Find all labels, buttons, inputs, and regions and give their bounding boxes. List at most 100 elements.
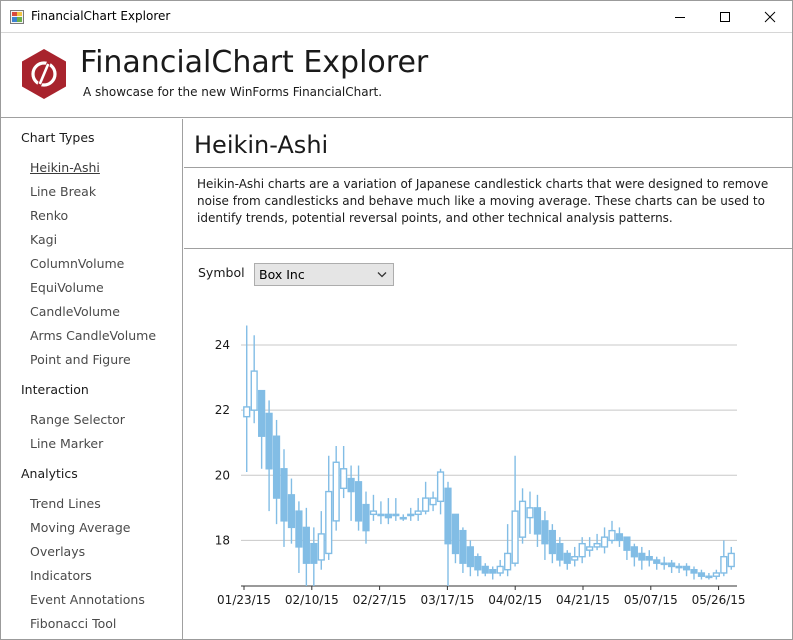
candle-body	[533, 507, 542, 535]
candle	[720, 540, 728, 577]
candle	[481, 563, 489, 577]
candle-body	[526, 507, 534, 519]
candle-body	[429, 497, 437, 506]
candle	[653, 556, 661, 570]
candle	[533, 494, 542, 547]
candle	[600, 527, 609, 554]
candle-body	[474, 555, 482, 571]
candle	[377, 501, 385, 525]
candle-body	[436, 471, 445, 503]
candle-body	[280, 468, 288, 522]
candle-body	[660, 562, 668, 566]
y-tick-label: 18	[215, 533, 230, 547]
candle	[310, 527, 318, 586]
candle	[563, 550, 571, 570]
title-divider	[184, 167, 792, 168]
candle-body	[384, 513, 392, 519]
candle	[496, 559, 504, 577]
candle-body	[556, 542, 564, 561]
candle-body	[496, 565, 504, 574]
nav-item-renko[interactable]: Renko	[30, 208, 69, 223]
candle	[705, 572, 713, 580]
candle	[511, 455, 519, 567]
candle	[675, 563, 683, 573]
nav-item-event-annotations[interactable]: Event Annotations	[30, 592, 145, 607]
nav-item-column-volume[interactable]: ColumnVolume	[30, 256, 125, 271]
candle-body	[399, 516, 407, 520]
candle-body	[369, 510, 378, 516]
candle-body	[720, 555, 728, 574]
nav-item-fibonacci-tool[interactable]: Fibonacci Tool	[30, 616, 117, 631]
nav-item-arms-candle-volume[interactable]: Arms CandleVolume	[30, 328, 157, 343]
candle	[474, 553, 482, 577]
candle	[422, 481, 430, 515]
candle-body	[675, 565, 683, 569]
candle	[630, 543, 638, 567]
title-bar[interactable]: FinancialChart Explorer	[1, 1, 792, 32]
candle-body	[563, 552, 571, 564]
nav-item-range-selector[interactable]: Range Selector	[30, 412, 125, 427]
x-tick-label: 05/26/15	[692, 593, 746, 607]
candle-body	[690, 569, 698, 574]
nav-item-candle-volume[interactable]: CandleVolume	[30, 304, 120, 319]
candle-body	[332, 461, 340, 522]
candle-body	[444, 487, 452, 545]
candle-body	[295, 510, 303, 548]
candle-body	[638, 552, 646, 561]
page-description: Heikin-Ashi charts are a variation of Ja…	[197, 177, 769, 225]
close-button[interactable]	[747, 1, 792, 32]
app-window-icon	[10, 10, 24, 24]
candle-body	[272, 435, 281, 499]
close-icon	[764, 11, 776, 22]
hexagon-logo-icon	[22, 49, 66, 99]
candle	[429, 491, 437, 512]
candle-body	[466, 546, 474, 568]
maximize-button[interactable]	[702, 1, 748, 32]
candle	[287, 478, 296, 544]
window-title: FinancialChart Explorer	[31, 9, 171, 23]
candle-body	[600, 536, 609, 548]
nav-item-heikin-ashi[interactable]: Heikin-Ashi	[30, 160, 100, 175]
nav-item-line-break[interactable]: Line Break	[30, 184, 97, 199]
candle	[414, 498, 422, 521]
symbol-label: Symbol	[198, 265, 245, 280]
x-tick-label: 03/17/15	[420, 593, 474, 607]
candle-body	[310, 542, 318, 564]
nav-item-kagi[interactable]: Kagi	[30, 232, 58, 247]
candle-body	[712, 572, 720, 577]
candle-body	[325, 490, 333, 555]
candle	[518, 488, 527, 544]
candle	[250, 335, 258, 424]
sidebar: Chart Types Heikin-Ashi Line Break Renko…	[1, 119, 183, 639]
candle-body	[347, 477, 355, 493]
y-tick-label: 22	[215, 403, 230, 417]
candle-body	[362, 503, 370, 532]
candle	[243, 325, 251, 473]
chevron-down-icon	[377, 272, 387, 278]
candle	[541, 511, 549, 560]
candle-body	[489, 569, 497, 574]
candle-body	[623, 536, 631, 551]
group-title-chart-types: Chart Types	[21, 130, 95, 145]
candle	[444, 481, 452, 586]
nav-item-point-and-figure[interactable]: Point and Figure	[30, 352, 131, 367]
nav-item-equi-volume[interactable]: EquiVolume	[30, 280, 104, 295]
candle-body	[615, 533, 624, 542]
nav-item-moving-average[interactable]: Moving Average	[30, 520, 131, 535]
nav-item-overlays[interactable]: Overlays	[30, 544, 86, 559]
minimize-button[interactable]	[657, 1, 703, 32]
candle	[302, 507, 310, 586]
candle-body	[697, 572, 706, 577]
candle	[340, 445, 348, 499]
nav-item-indicators[interactable]: Indicators	[30, 568, 92, 583]
financial-chart[interactable]: 18 20 22 24 01/23/15 02/10/15 02/27/15 03/17/15…	[184, 304, 792, 639]
candle-body	[422, 497, 430, 512]
candle	[369, 494, 378, 521]
y-tick-label: 20	[215, 468, 230, 482]
nav-item-trend-lines[interactable]: Trend Lines	[30, 496, 101, 511]
symbol-dropdown[interactable]: Box Inc	[254, 263, 394, 286]
candle-body	[608, 529, 616, 542]
x-tick-label: 04/02/15	[488, 593, 542, 607]
candle-body	[459, 529, 467, 564]
nav-item-line-marker[interactable]: Line Marker	[30, 436, 104, 451]
